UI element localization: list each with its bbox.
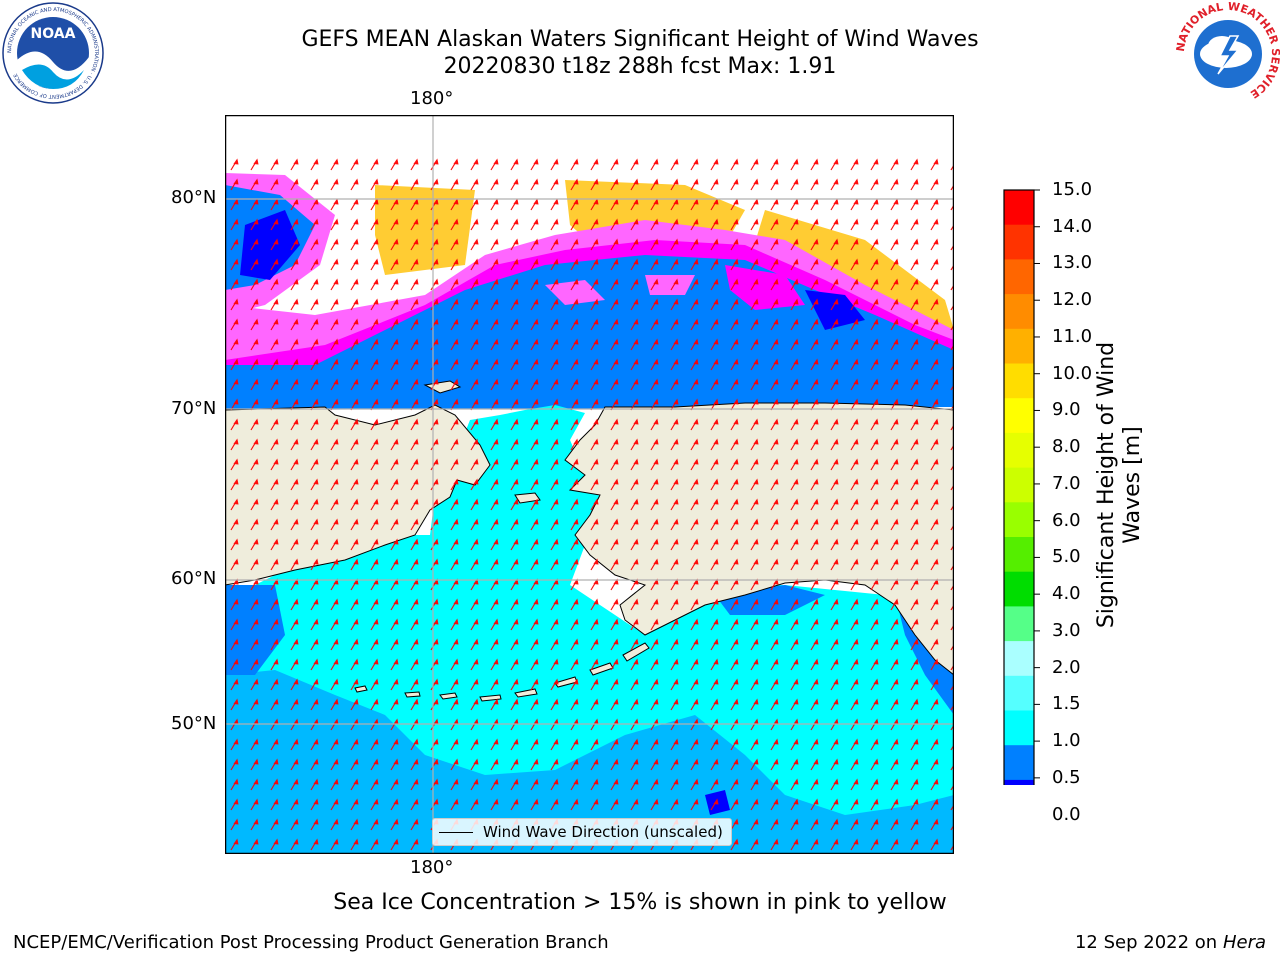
sea-ice-note: Sea Ice Concentration > 15% is shown in …	[333, 890, 947, 915]
colorbar-tick-label: 1.5	[1052, 693, 1081, 715]
colorbar-segment	[1004, 398, 1034, 434]
footer-date: 12 Sep 2022 on Hera	[1075, 932, 1266, 953]
colorbar-tick-label: 5.0	[1052, 546, 1081, 568]
colorbar-segment	[1004, 502, 1034, 538]
colorbar	[1003, 189, 1040, 785]
lat-label-80: 80°N	[171, 187, 217, 208]
colorbar-tick-label: 1.0	[1052, 730, 1081, 752]
colorbar-segment	[1004, 328, 1034, 364]
colorbar-segment	[1004, 190, 1034, 226]
colorbar-segment	[1004, 710, 1034, 746]
colorbar-tick-label: 6.0	[1052, 509, 1081, 531]
nws-logo: NATIONAL WEATHER SERVICE	[1176, 2, 1280, 105]
colorbar-tick-label: 11.0	[1052, 325, 1093, 347]
legend-label: Wind Wave Direction (unscaled)	[483, 823, 723, 841]
colorbar-tick-label: 4.0	[1052, 583, 1081, 605]
map-frame	[225, 115, 954, 854]
lat-label-50: 50°N	[171, 713, 217, 734]
colorbar-segment	[1004, 571, 1034, 607]
plot-title: GEFS MEAN Alaskan Waters Significant Hei…	[301, 27, 979, 52]
colorbar-frame	[1003, 189, 1035, 785]
legend-line-swatch	[439, 831, 473, 833]
colorbar-tick-label: 10.0	[1052, 362, 1093, 384]
colorbar-tick-label: 9.0	[1052, 399, 1081, 421]
colorbar-segment	[1004, 779, 1034, 785]
lon-label-top: 180°	[410, 88, 454, 109]
colorbar-tick-label: 13.0	[1052, 252, 1093, 274]
colorbar-tick-label: 7.0	[1052, 472, 1081, 494]
colorbar-tick-label: 2.0	[1052, 656, 1081, 678]
colorbar-segment	[1004, 606, 1034, 642]
colorbar-segment	[1004, 641, 1034, 677]
footer-organization: NCEP/EMC/Verification Post Processing Pr…	[13, 932, 609, 953]
colorbar-tick-label: 0.5	[1052, 766, 1081, 788]
colorbar-tick-label: 8.0	[1052, 436, 1081, 458]
footer-host: Hera	[1222, 932, 1266, 953]
colorbar-segment	[1004, 224, 1034, 260]
lat-label-70: 70°N	[171, 398, 217, 419]
colorbar-segment	[1004, 259, 1034, 295]
wave-direction-arrows	[225, 155, 954, 854]
colorbar-label-line1: Significant Height of Wind	[1094, 341, 1119, 629]
colorbar-tick-label: 12.0	[1052, 289, 1093, 311]
colorbar-segment	[1004, 745, 1034, 781]
colorbar-tick-label: 0.0	[1052, 803, 1081, 825]
colorbar-tick-label: 14.0	[1052, 215, 1093, 237]
colorbar-segment	[1004, 363, 1034, 399]
footer-date-text: 12 Sep 2022 on	[1074, 932, 1218, 953]
colorbar-label: Significant Height of Wind Waves [m]	[1094, 315, 1146, 655]
map-panel	[225, 115, 954, 854]
map-legend: Wind Wave Direction (unscaled)	[432, 818, 732, 846]
noaa-logo: NOAA NATIONAL OCEANIC AND ATMOSPHERIC AD…	[2, 2, 104, 104]
colorbar-segment	[1004, 467, 1034, 503]
gridlines	[225, 115, 954, 854]
colorbar-tick-label: 15.0	[1052, 179, 1093, 200]
colorbar-tick-label: 3.0	[1052, 619, 1081, 641]
colorbar-segment	[1004, 537, 1034, 573]
colorbar-segment	[1004, 675, 1034, 711]
colorbar-label-line2: Waves [m]	[1120, 426, 1145, 544]
colorbar-segment	[1004, 432, 1034, 469]
lon-label-bottom: 180°	[410, 857, 454, 878]
lat-label-60: 60°N	[171, 568, 217, 589]
noaa-logo-text: NOAA	[31, 26, 76, 42]
colorbar-segment	[1004, 294, 1034, 330]
plot-subtitle: 20220830 t18z 288h fcst Max: 1.91	[443, 54, 837, 79]
